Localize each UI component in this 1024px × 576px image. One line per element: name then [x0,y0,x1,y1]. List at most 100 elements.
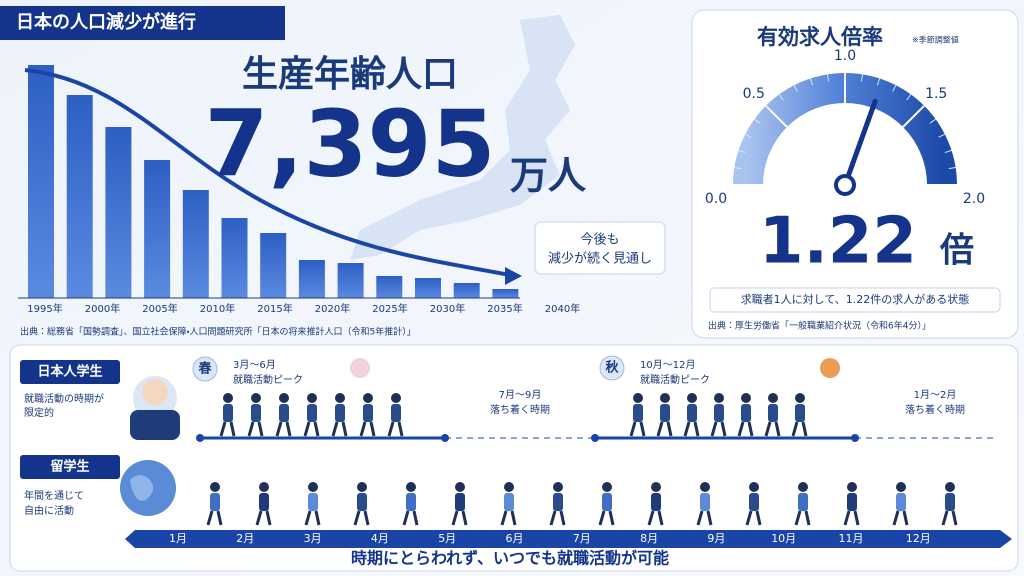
decor-bar [492,289,519,298]
walker [687,404,697,422]
walker [275,421,292,437]
maple [820,358,840,378]
walker [553,482,563,492]
student-icon [142,379,168,405]
walker [737,421,754,437]
timeline-dot [441,434,449,442]
walker [279,393,289,403]
walker [553,493,563,511]
gauge-panel [691,9,1019,339]
gauge-tick-label: 2.0 [963,191,985,207]
year-label: 2020年 [315,302,350,315]
walker [651,493,661,511]
walker [335,393,345,403]
walker [455,482,465,492]
decor-bar [221,218,248,298]
walker [660,404,670,422]
timeline-dot [851,434,859,442]
decor-bar [453,283,480,298]
season: 秋 [605,360,619,376]
walker [223,393,233,403]
walker [896,493,906,511]
walker [795,404,805,422]
title-banner [0,6,285,40]
row-label: 留学生 [50,459,89,475]
period-text: 就職活動ピーク [640,373,710,386]
gauge-minor-tick [754,118,761,124]
walker [549,510,566,526]
walker [764,421,781,437]
gauge-title: 有効求人倍率 [757,25,883,49]
gauge-minor-tick [809,78,814,86]
walker [656,421,673,437]
gauge-description: 求職者1人に対して、1.22件の求人がある状態 [741,292,970,306]
walker [406,493,416,511]
walker [219,421,236,437]
decor-bar [144,160,171,298]
walker [683,421,700,437]
walker [896,482,906,492]
month-label: 8月 [640,532,658,545]
walker [714,393,724,403]
year-label: 1995年 [27,302,62,315]
decor-bar [182,190,209,298]
walker [451,510,468,526]
student-icon [130,410,180,440]
period-months: 10月～12月 [640,359,695,371]
decor-bar [28,65,54,298]
walker [391,393,401,403]
callout-text: 減少が続く見通し [548,251,652,267]
year-label: 2030年 [430,302,465,315]
walker [387,421,404,437]
walker [308,482,318,492]
timeline-panel [9,344,1019,572]
period-months: 7月～9月 [499,389,542,401]
walker [406,482,416,492]
year-label: 2040年 [545,302,580,315]
year-label: 2035年 [487,302,522,315]
gauge-tick-label: 0.0 [705,191,727,207]
walker [945,482,955,492]
year-label: 2010年 [200,302,235,315]
gauge-minor-tick [906,94,912,101]
walker [255,510,272,526]
month-label: 11月 [839,532,864,545]
walker [892,510,909,526]
walker [504,493,514,511]
walker [598,510,615,526]
decor-bar [298,260,325,298]
walker [359,421,376,437]
gauge-minor-tick [944,149,952,154]
year-label: 2000年 [85,302,120,315]
walker [308,493,318,511]
gauge-minor-tick [734,166,742,170]
row-description: 就職活動の時期が [24,392,104,405]
gauge-minor-tick [826,74,830,82]
gauge-minor-tick [938,133,946,138]
walker [307,404,317,422]
decor-bar [105,127,132,298]
sakura [350,358,370,378]
population-value: 7,395 [204,90,495,197]
decor-bar [337,263,364,298]
row-description: 年間を通じて [24,489,84,502]
callout-text: 今後も [580,232,619,248]
walker [696,510,713,526]
walker [633,393,643,403]
population-title: 生産年齢人口 [242,54,458,95]
walker [363,404,373,422]
walker [629,421,646,437]
row-label-box [20,455,120,479]
decor-bar [376,276,403,298]
walker [500,510,517,526]
walker [700,493,710,511]
walker [391,404,401,422]
month-labels: 1月 2月 3月 4月 5月 6月 7月 8月 9月 10月 11月 12月 [169,532,931,545]
walker [259,482,269,492]
walker [455,493,465,511]
timeline-dot [591,434,599,442]
month-label: 6月 [506,532,524,545]
period-months: 1月～2月 [914,389,957,401]
walker [353,510,370,526]
decor-bar [260,233,287,298]
